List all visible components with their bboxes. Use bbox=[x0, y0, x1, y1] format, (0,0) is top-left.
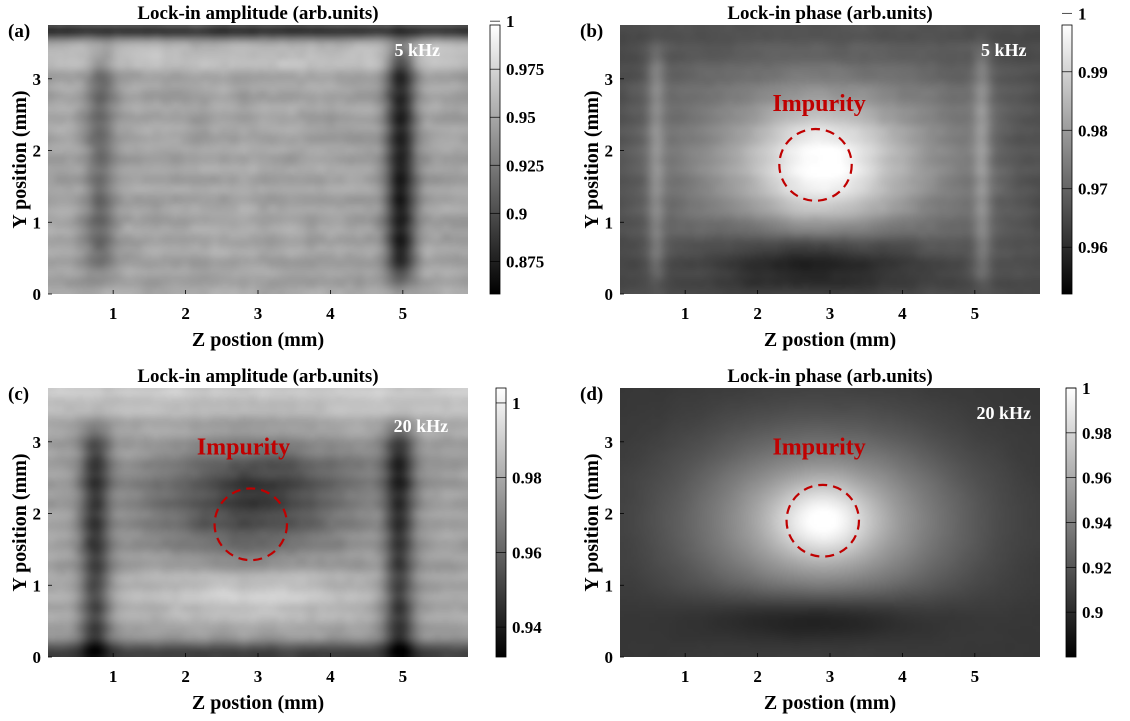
y-axis-label: Y position (mm) bbox=[9, 90, 31, 228]
colorbar-tick-label: 1 bbox=[512, 394, 521, 413]
x-tick-label: 5 bbox=[399, 304, 408, 323]
frequency-label: 20 kHz bbox=[394, 416, 449, 436]
y-tick-label: 3 bbox=[33, 70, 42, 89]
frequency-label: 20 kHz bbox=[977, 403, 1032, 423]
panel-0: 1 2 3 4 5 0 1 2 3 Lock-in amplitude (arb.units) Z … bbox=[8, 3, 544, 351]
y-axis-label: Y position (mm) bbox=[581, 90, 603, 228]
x-tick-label: 5 bbox=[971, 304, 980, 323]
y-tick-label: 1 bbox=[33, 213, 42, 232]
colorbar-tick-label: 1 bbox=[1078, 4, 1087, 23]
x-tick-label: 5 bbox=[971, 667, 980, 686]
colorbar-tick-label: 0.94 bbox=[1082, 514, 1112, 533]
y-tick-label: 1 bbox=[33, 576, 42, 595]
x-tick-label: 1 bbox=[681, 667, 690, 686]
x-tick-label: 4 bbox=[326, 667, 335, 686]
y-tick-label: 2 bbox=[33, 505, 42, 524]
x-axis-label: Z postion (mm) bbox=[192, 692, 324, 714]
impurity-circle bbox=[213, 487, 289, 562]
colorbar-tick-label: 1 bbox=[506, 12, 515, 31]
panel-letter: (d) bbox=[580, 384, 603, 405]
y-tick-label: 2 bbox=[605, 142, 614, 161]
panel-title: Lock-in amplitude (arb.units) bbox=[137, 366, 378, 387]
frequency-label: 5 kHz bbox=[395, 40, 441, 60]
x-tick-label: 1 bbox=[109, 667, 118, 686]
x-tick-label: 4 bbox=[326, 304, 335, 323]
impurity-label: Impurity bbox=[772, 91, 865, 117]
x-tick-label: 3 bbox=[826, 667, 835, 686]
colorbar-tick-label: 0.92 bbox=[1082, 558, 1112, 577]
x-tick-label: 4 bbox=[898, 304, 907, 323]
panel-3: 1 2 3 4 5 0 1 2 3 Lock-in phase (arb.units) Z post… bbox=[580, 366, 1112, 714]
panel-2: 1 2 3 4 5 0 1 2 3 Lock-in amplitude (arb.units) Z … bbox=[8, 366, 542, 714]
x-axis-label: Z postion (mm) bbox=[192, 329, 324, 351]
colorbar-tick-label: 0.98 bbox=[1082, 424, 1112, 443]
x-axis-label: Z postion (mm) bbox=[764, 329, 896, 351]
heatmap-image bbox=[620, 25, 1040, 294]
x-axis-label: Z postion (mm) bbox=[764, 692, 896, 714]
heatmap-image bbox=[48, 25, 468, 294]
y-tick-label: 1 bbox=[605, 213, 614, 232]
panel-letter: (b) bbox=[580, 21, 603, 42]
colorbar-tick-label: 0.96 bbox=[512, 543, 542, 562]
frequency-label: 5 kHz bbox=[981, 40, 1027, 60]
panel-1: 1 2 3 4 5 0 1 2 3 Lock-in phase (arb.units) Z post… bbox=[580, 3, 1108, 351]
y-tick-label: 3 bbox=[33, 433, 42, 452]
x-tick-label: 3 bbox=[826, 304, 835, 323]
colorbar bbox=[495, 387, 507, 658]
y-tick-label: 3 bbox=[605, 70, 614, 89]
y-tick-label: 0 bbox=[33, 285, 42, 304]
heatmap-image bbox=[48, 388, 468, 657]
colorbar-tick-label: 0.96 bbox=[1082, 469, 1112, 488]
colorbar-tick-label: 0.875 bbox=[506, 252, 544, 271]
impurity-circle bbox=[785, 483, 861, 558]
panel-title: Lock-in amplitude (arb.units) bbox=[137, 3, 378, 24]
y-tick-label: 3 bbox=[605, 433, 614, 452]
panel-letter: (a) bbox=[8, 21, 30, 42]
x-tick-label: 5 bbox=[399, 667, 408, 686]
panel-title: Lock-in phase (arb.units) bbox=[727, 3, 932, 24]
x-tick-label: 1 bbox=[109, 304, 118, 323]
colorbar-tick-label: 0.98 bbox=[1078, 121, 1108, 140]
colorbar-tick-label: 0.99 bbox=[1078, 63, 1108, 82]
heatmap-image bbox=[620, 388, 1040, 657]
colorbar-tick-label: 0.96 bbox=[1078, 238, 1108, 257]
x-tick-label: 1 bbox=[681, 304, 690, 323]
x-tick-label: 2 bbox=[753, 304, 762, 323]
panel-letter: (c) bbox=[8, 384, 29, 405]
impurity-label: Impurity bbox=[197, 435, 290, 461]
panel-title: Lock-in phase (arb.units) bbox=[727, 366, 932, 387]
y-tick-label: 0 bbox=[605, 648, 614, 667]
colorbar bbox=[1061, 24, 1073, 295]
x-tick-label: 3 bbox=[254, 304, 263, 323]
colorbar-tick-label: 0.975 bbox=[506, 60, 544, 79]
x-tick-label: 2 bbox=[181, 667, 190, 686]
y-tick-label: 2 bbox=[605, 505, 614, 524]
colorbar-tick-label: 0.9 bbox=[506, 204, 527, 223]
y-axis-label: Y position (mm) bbox=[9, 453, 31, 591]
colorbar-tick-label: 0.98 bbox=[512, 469, 542, 488]
colorbar-tick-label: 0.97 bbox=[1078, 180, 1108, 199]
x-tick-label: 4 bbox=[898, 667, 907, 686]
colorbar-tick-label: 0.9 bbox=[1082, 603, 1103, 622]
y-tick-label: 0 bbox=[33, 648, 42, 667]
impurity-label: Impurity bbox=[772, 435, 865, 461]
y-axis-label: Y position (mm) bbox=[581, 453, 603, 591]
x-tick-label: 2 bbox=[753, 667, 762, 686]
colorbar-tick-label: 1 bbox=[1082, 379, 1091, 398]
x-tick-label: 3 bbox=[254, 667, 263, 686]
y-tick-label: 0 bbox=[605, 285, 614, 304]
colorbar bbox=[489, 24, 501, 295]
impurity-circle bbox=[778, 127, 853, 202]
colorbar-tick-label: 0.94 bbox=[512, 618, 542, 637]
y-tick-label: 2 bbox=[33, 142, 42, 161]
y-tick-label: 1 bbox=[605, 576, 614, 595]
x-tick-label: 2 bbox=[181, 304, 190, 323]
colorbar-tick-label: 0.925 bbox=[506, 156, 544, 175]
colorbar-tick-label: 0.95 bbox=[506, 108, 536, 127]
